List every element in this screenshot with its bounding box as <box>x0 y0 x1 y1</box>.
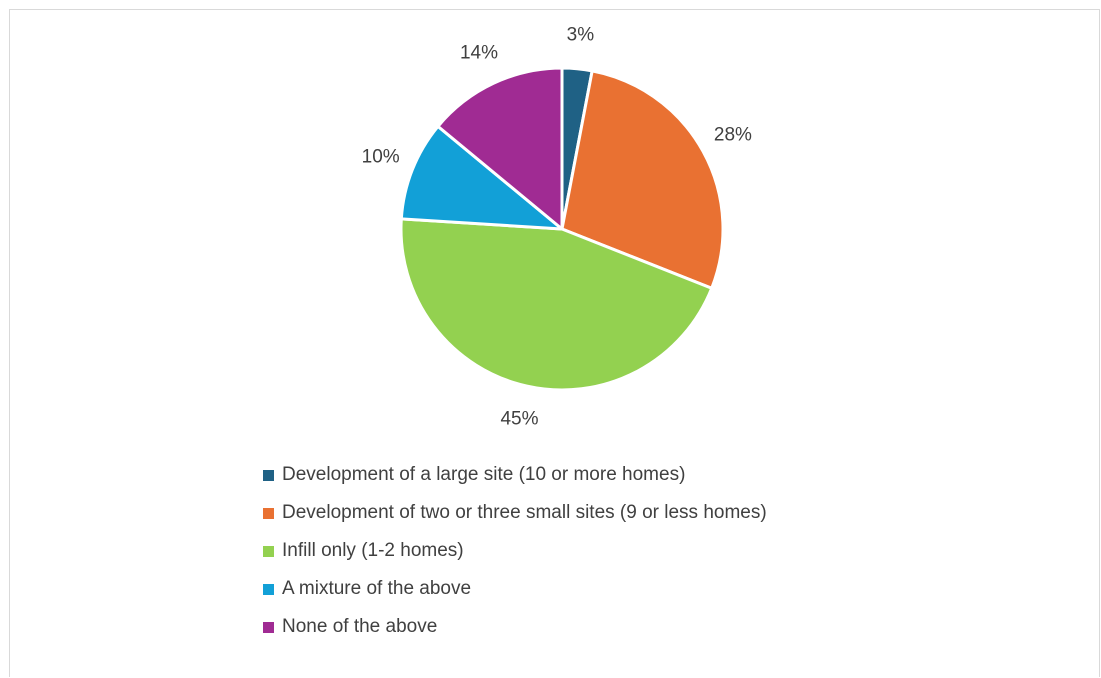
slice-value-label: 45% <box>500 408 539 430</box>
legend-label: A mixture of the above <box>282 578 472 599</box>
legend-swatch <box>263 545 274 557</box>
pie-chart <box>399 66 725 392</box>
legend-swatch <box>263 507 274 519</box>
legend-item: A mixture of the above <box>263 570 767 608</box>
legend-swatch <box>263 621 274 633</box>
legend-swatch <box>263 469 274 481</box>
legend-label: Development of a large site (10 or more … <box>282 464 686 485</box>
pie-slice <box>399 217 714 392</box>
legend-label: None of the above <box>282 616 438 637</box>
slice-value-label: 3% <box>566 24 595 46</box>
pie-slice <box>436 66 564 231</box>
pie-slice <box>560 69 725 290</box>
slice-value-label: 10% <box>361 146 400 168</box>
legend: Development of a large site (10 or more … <box>263 456 767 646</box>
slice-value-label: 14% <box>459 42 499 64</box>
chart-frame: 3% 28% 45% 10% 14% Development of a large si… <box>9 9 1100 677</box>
legend-item: None of the above <box>263 608 767 646</box>
legend-item: Development of two or three small sites … <box>263 494 767 532</box>
legend-item: Infill only (1-2 homes) <box>263 532 767 570</box>
slice-value-label: 28% <box>713 124 752 146</box>
legend-label: Development of two or three small sites … <box>282 502 767 523</box>
legend-label: Infill only (1-2 homes) <box>282 540 464 561</box>
legend-item: Development of a large site (10 or more … <box>263 456 767 494</box>
pie-slice <box>399 124 564 231</box>
legend-swatch <box>263 583 274 595</box>
